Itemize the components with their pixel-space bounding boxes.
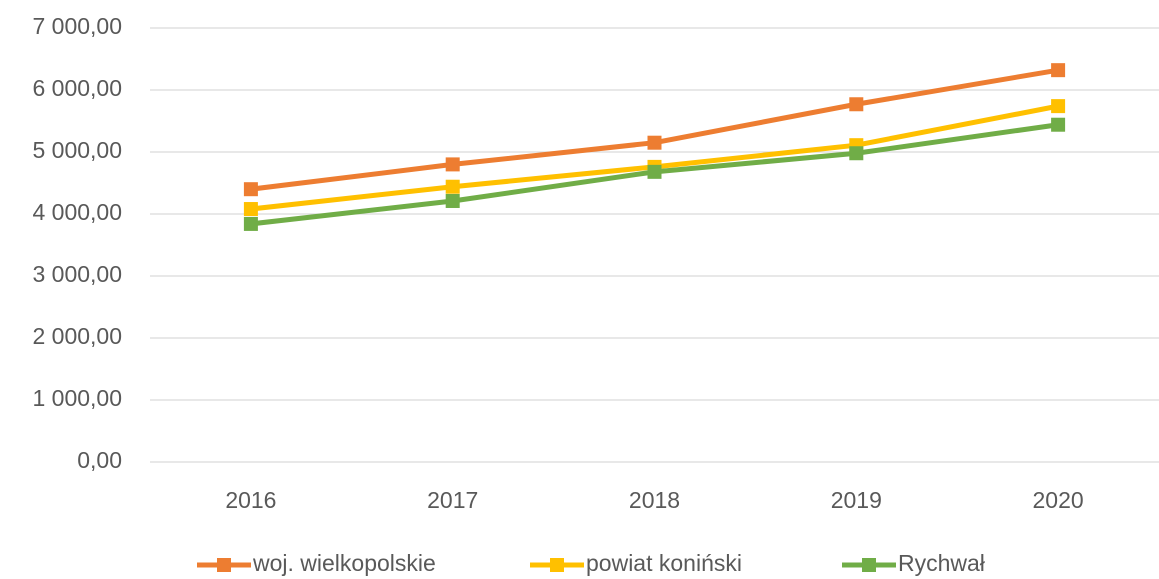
y-tick-label: 4 000,00 <box>32 199 122 225</box>
point-marker <box>243 182 258 197</box>
legend-marker <box>550 558 564 572</box>
legend-label: woj. wielkopolskie <box>252 550 436 576</box>
y-tick-label: 5 000,00 <box>32 137 122 163</box>
x-tick-label: 2017 <box>427 487 478 513</box>
point-marker <box>849 146 864 161</box>
y-tick-label: 1 000,00 <box>32 385 122 411</box>
legend-marker <box>862 558 876 572</box>
y-tick-label: 7 000,00 <box>32 13 122 39</box>
x-tick-label: 2016 <box>225 487 276 513</box>
series-line <box>250 103 1059 212</box>
point-marker <box>445 157 460 172</box>
legend-label: Rychwał <box>898 550 985 576</box>
x-tick-label: 2018 <box>629 487 680 513</box>
point-marker <box>1051 63 1066 78</box>
legend-label: powiat koniński <box>586 550 742 576</box>
point-marker <box>647 135 662 150</box>
x-tick-label: 2020 <box>1033 487 1084 513</box>
point-marker <box>1051 99 1066 114</box>
point-marker <box>445 179 460 194</box>
legend-marker <box>217 558 231 572</box>
y-tick-label: 3 000,00 <box>32 261 122 287</box>
point-marker <box>243 202 258 217</box>
point-marker <box>647 164 662 179</box>
y-tick-label: 0,00 <box>77 447 122 473</box>
point-marker <box>1051 117 1066 132</box>
point-marker <box>243 216 258 231</box>
y-tick-label: 2 000,00 <box>32 323 122 349</box>
x-tick-label: 2019 <box>831 487 882 513</box>
y-tick-label: 6 000,00 <box>32 75 122 101</box>
point-marker <box>849 97 864 112</box>
point-marker <box>445 193 460 208</box>
